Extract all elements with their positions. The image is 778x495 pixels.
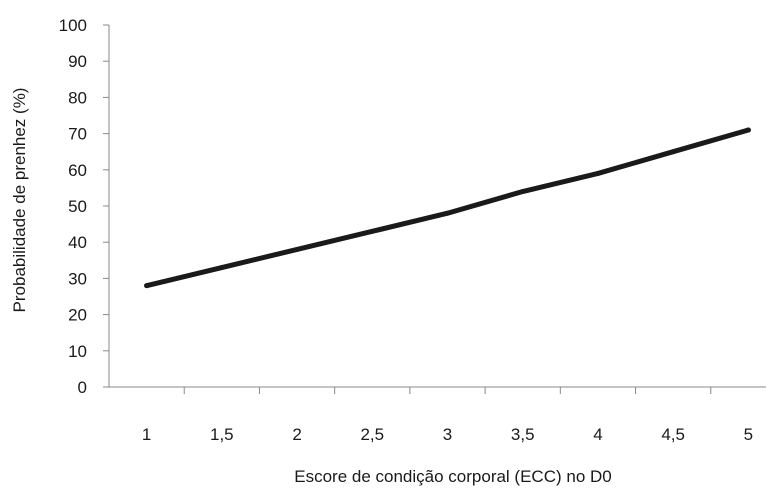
data-point: [144, 283, 150, 289]
data-point: [219, 265, 225, 271]
y-tick-label: 40: [68, 233, 87, 252]
x-tick-label: 4,5: [661, 425, 685, 444]
ticks: 0 10 20 30 40 50 60 70 80 90 100 1 1,5 2 2,5 3 3,5 4 4,5 5: [59, 16, 753, 444]
y-tick-label: 0: [78, 378, 87, 397]
y-tick-label: 70: [68, 125, 87, 144]
x-tick-label: 2: [292, 425, 301, 444]
data-point: [745, 127, 751, 133]
y-tick-label: 80: [68, 88, 87, 107]
y-tick-label: 20: [68, 306, 87, 325]
data-point: [520, 189, 526, 195]
y-tick-label: 90: [68, 52, 87, 71]
data-point: [294, 246, 300, 252]
y-axis-title: Probabilidade de prenhez (%): [10, 88, 29, 313]
series-line: [144, 127, 751, 289]
data-point: [670, 149, 676, 155]
y-tick-label: 100: [59, 16, 87, 35]
y-tick-label: 10: [68, 342, 87, 361]
x-axis-title: Escore de condição corporal (ECC) no D0: [294, 467, 611, 486]
x-tick-label: 2,5: [360, 425, 384, 444]
y-tick-label: 30: [68, 269, 87, 288]
data-point: [445, 210, 450, 216]
series: [144, 127, 751, 289]
x-tick-label: 1,5: [210, 425, 234, 444]
x-tick-label: 3,5: [511, 425, 535, 444]
x-tick-label: 1: [142, 425, 151, 444]
axes: [108, 25, 766, 388]
data-point: [595, 170, 601, 176]
y-tick-label: 60: [68, 161, 87, 180]
data-point: [369, 228, 375, 234]
y-tick-label: 50: [68, 197, 87, 216]
x-tick-label: 5: [744, 425, 753, 444]
x-tick-label: 3: [443, 425, 452, 444]
x-tick-label: 4: [593, 425, 602, 444]
